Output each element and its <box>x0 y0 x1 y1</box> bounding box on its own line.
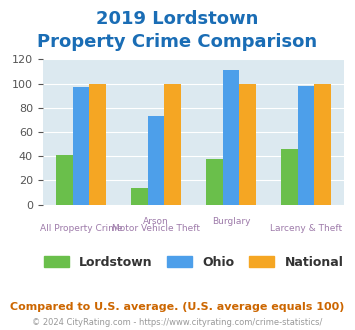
Bar <box>281 149 297 205</box>
Text: © 2024 CityRating.com - https://www.cityrating.com/crime-statistics/: © 2024 CityRating.com - https://www.city… <box>32 318 323 327</box>
Text: Arson: Arson <box>143 217 169 226</box>
Text: Compared to U.S. average. (U.S. average equals 100): Compared to U.S. average. (U.S. average … <box>10 302 345 312</box>
Legend: Lordstown, Ohio, National: Lordstown, Ohio, National <box>39 251 348 274</box>
Text: Motor Vehicle Theft: Motor Vehicle Theft <box>112 224 200 233</box>
Bar <box>131 188 148 205</box>
Bar <box>164 83 181 205</box>
Bar <box>73 87 89 205</box>
Text: Burglary: Burglary <box>212 217 250 226</box>
Bar <box>314 83 331 205</box>
Text: Property Crime Comparison: Property Crime Comparison <box>37 33 318 51</box>
Bar <box>56 155 73 205</box>
Bar <box>223 70 239 205</box>
Bar <box>206 159 223 205</box>
Bar <box>89 83 106 205</box>
Bar <box>297 86 314 205</box>
Text: Larceny & Theft: Larceny & Theft <box>270 224 342 233</box>
Bar <box>148 116 164 205</box>
Text: All Property Crime: All Property Crime <box>40 224 122 233</box>
Text: 2019 Lordstown: 2019 Lordstown <box>96 10 259 28</box>
Bar <box>239 83 256 205</box>
